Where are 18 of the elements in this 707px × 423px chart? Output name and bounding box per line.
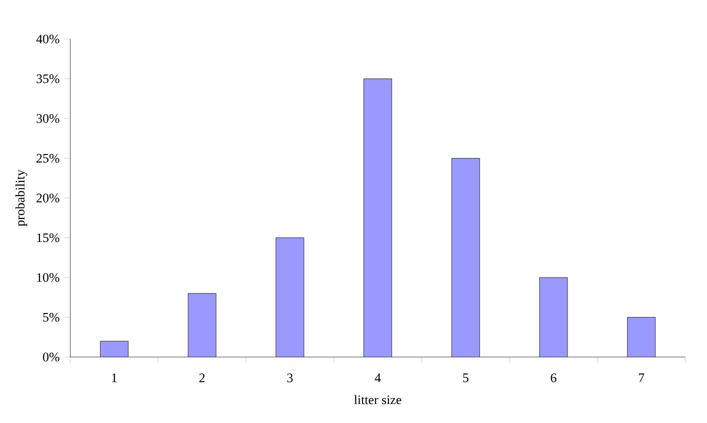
x-tick-label: 3 — [287, 374, 293, 382]
y-tick-label: 10% — [37, 273, 60, 282]
y-tick-label: 40% — [36, 34, 60, 44]
y-axis-title: probability — [15, 170, 28, 226]
x-tick-label: 2 — [199, 374, 205, 382]
x-tick-label: 7 — [638, 374, 644, 382]
y-tick-label: 25% — [36, 154, 60, 163]
x-tick-label: 1 — [112, 374, 117, 382]
x-tick-label: 5 — [463, 374, 468, 382]
x-tick-label: 4 — [374, 374, 381, 382]
x-axis-title: litter size — [354, 395, 402, 404]
y-tick-label: 15% — [37, 233, 60, 242]
y-tick-label: 20% — [36, 194, 60, 202]
x-tick-label: 6 — [550, 374, 556, 382]
y-tick-label: 0% — [43, 352, 60, 362]
y-tick-label: 35% — [36, 74, 60, 84]
y-tick-label: 30% — [36, 114, 60, 123]
y-tick-label: 5% — [43, 312, 60, 322]
